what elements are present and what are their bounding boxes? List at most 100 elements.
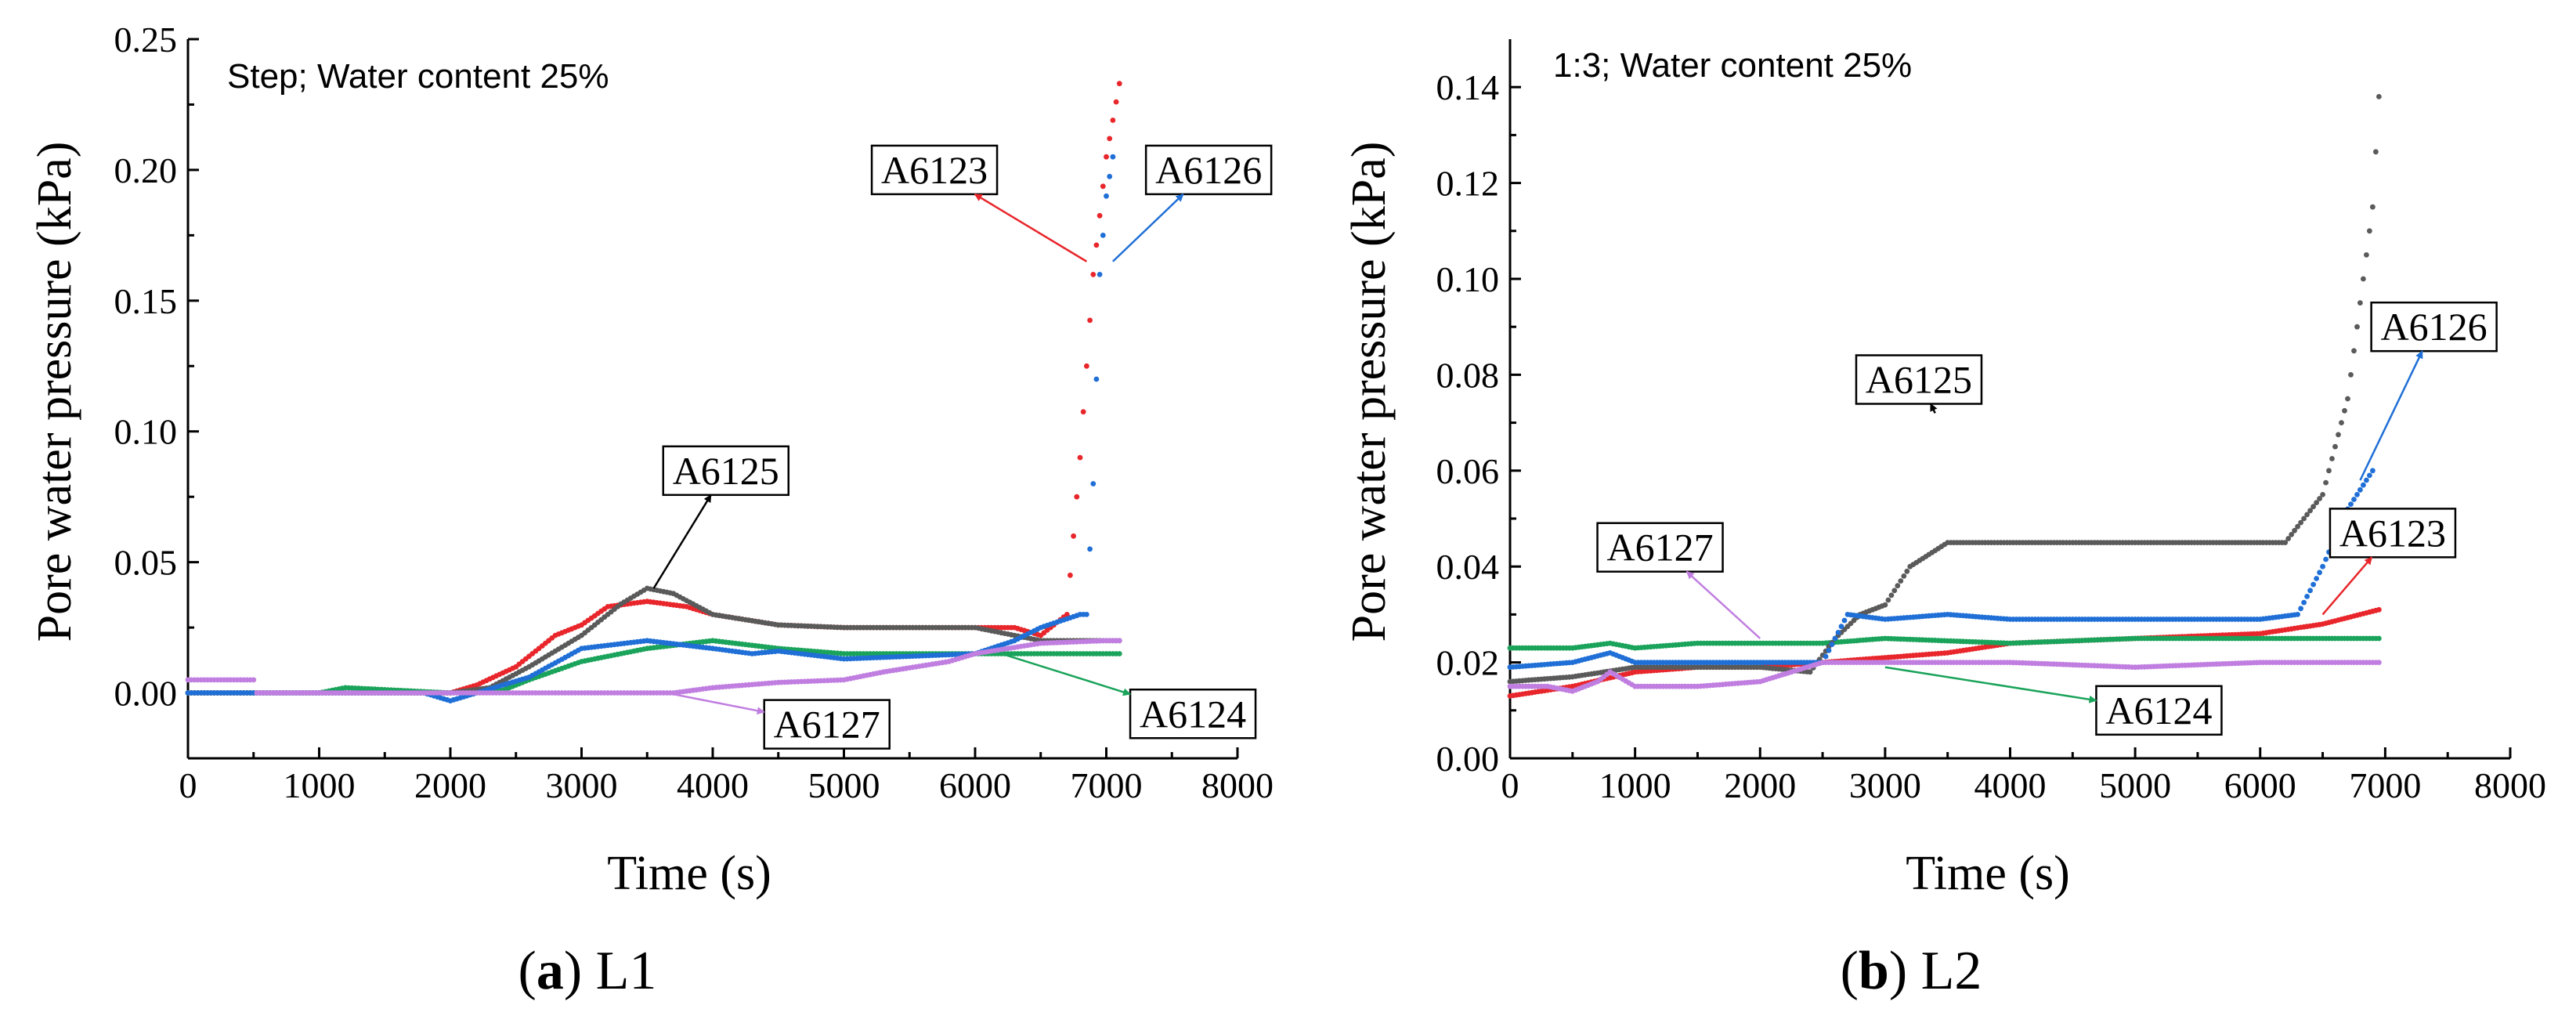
label-text: A6124 xyxy=(1140,692,1246,736)
data-point xyxy=(2348,501,2354,507)
data-point xyxy=(1895,583,1901,589)
annotation-A6123: A6123 xyxy=(2321,508,2457,616)
panel-caption: (b) L2 xyxy=(1841,941,1982,1001)
data-point xyxy=(1110,154,1116,160)
x-axis-title: Time (s) xyxy=(607,847,771,900)
data-point xyxy=(2354,324,2360,330)
x-tick-label: 5000 xyxy=(2099,765,2171,805)
data-point xyxy=(1064,612,1070,617)
data-point xyxy=(1080,409,1086,415)
series-A6127 xyxy=(1507,660,2382,694)
data-point xyxy=(2373,149,2379,155)
data-point xyxy=(2298,606,2304,612)
data-point xyxy=(1891,588,1898,594)
panel-letter: a xyxy=(537,941,564,1001)
data-point xyxy=(2307,508,2314,514)
data-point xyxy=(1107,136,1113,142)
data-point xyxy=(2301,515,2307,522)
data-point xyxy=(1116,81,1122,87)
data-point xyxy=(2332,443,2338,450)
chart-title: Step; Water content 25% xyxy=(227,57,609,96)
annotation-arrow xyxy=(667,692,765,715)
data-point xyxy=(2317,496,2323,501)
data-point xyxy=(2351,348,2357,354)
data-point xyxy=(1087,546,1093,552)
chart-panel-l1: 0 1000 2000 3000 4000 5000 6000 7000 8000 0.00 0.0… xyxy=(28,20,1274,1001)
label-box xyxy=(2329,508,2457,559)
data-point xyxy=(2301,599,2307,606)
data-point xyxy=(2376,660,2382,665)
x-tick-label: 3000 xyxy=(546,765,618,805)
data-point xyxy=(2376,94,2382,99)
x-axis-title: Time (s) xyxy=(1906,847,2070,900)
data-point xyxy=(2304,594,2310,599)
annotation-arrow xyxy=(1685,570,1761,639)
data-point xyxy=(1093,242,1100,248)
data-point xyxy=(1832,635,1838,642)
data-point xyxy=(2354,492,2360,497)
series-A6127 xyxy=(185,638,1122,696)
x-tick-label: 4000 xyxy=(1974,765,2047,805)
label-box xyxy=(662,445,789,497)
data-point xyxy=(2298,519,2304,526)
label-text: A6125 xyxy=(673,449,779,493)
label-box xyxy=(1129,689,1257,740)
data-point xyxy=(2310,581,2317,588)
data-point xyxy=(2348,372,2354,378)
annotation-arrow xyxy=(1112,193,1184,262)
plot-area: 0 1000 2000 3000 4000 5000 6000 7000 8000 0.00 0.0… xyxy=(1436,39,2546,805)
annotation-arrow xyxy=(1884,666,2097,703)
y-tick-label: 0.08 xyxy=(1436,355,1500,395)
data-point xyxy=(2292,527,2298,533)
y-tick-label: 0.00 xyxy=(1436,739,1500,779)
series-A6126 xyxy=(185,154,1116,703)
data-point xyxy=(1104,154,1109,160)
data-point xyxy=(2367,228,2372,234)
data-point xyxy=(2367,472,2372,479)
label-text: A6127 xyxy=(1606,526,1713,570)
data-point xyxy=(2357,300,2363,306)
label-box xyxy=(1596,522,1724,573)
annotation-A6126: A6126 xyxy=(2359,301,2498,481)
label-text: A6123 xyxy=(2339,511,2446,555)
y-tick-label: 0.14 xyxy=(1436,67,1500,107)
y-axis-title: Pore water pressure (kPa) xyxy=(1342,142,1396,642)
annotation-A6125: A6125 xyxy=(1855,354,1983,414)
data-point xyxy=(1116,638,1122,644)
data-point xyxy=(1888,592,1895,598)
data-point xyxy=(1841,617,1848,624)
data-point xyxy=(2285,536,2292,541)
data-point xyxy=(2376,606,2382,613)
data-point xyxy=(1077,454,1083,461)
x-tick-label: 8000 xyxy=(2474,765,2546,805)
data-point xyxy=(1087,317,1093,324)
series-A6126 xyxy=(1507,468,2375,671)
data-point xyxy=(1829,642,1835,647)
data-point xyxy=(1823,653,1829,660)
x-tick-label: 1000 xyxy=(1599,765,1671,805)
label-box xyxy=(870,144,999,196)
data-point xyxy=(1901,573,1907,579)
y-tick-label: 0.20 xyxy=(114,150,178,190)
series-A6125 xyxy=(1507,94,2382,685)
x-tick-label: 0 xyxy=(1501,765,1519,805)
data-point xyxy=(2282,540,2289,545)
data-point xyxy=(2339,420,2344,425)
chart-title: 1:3; Water content 25% xyxy=(1553,46,1912,85)
annotation-arrow xyxy=(974,193,1088,262)
data-point xyxy=(2295,523,2301,530)
data-point xyxy=(1100,233,1106,238)
data-point xyxy=(2295,612,2301,617)
data-point xyxy=(1097,272,1103,277)
plot-area: 0 1000 2000 3000 4000 5000 6000 7000 8000 0.00 0.0… xyxy=(114,20,1274,805)
data-point xyxy=(1116,651,1122,656)
data-point xyxy=(1104,193,1109,199)
data-point xyxy=(1882,602,1888,608)
y-tick-label: 0.06 xyxy=(1436,451,1500,491)
panel-caption: (a) L1 xyxy=(518,941,657,1001)
y-tick-label: 0.02 xyxy=(1436,643,1500,683)
panel-letter: b xyxy=(1859,941,1889,1001)
x-tick-label: 6000 xyxy=(939,765,1011,805)
data-point xyxy=(2314,500,2320,505)
data-point xyxy=(1100,183,1106,190)
